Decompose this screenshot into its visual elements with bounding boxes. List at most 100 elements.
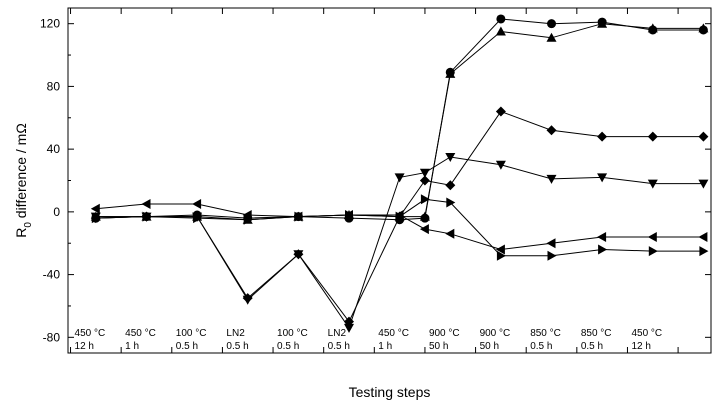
data-point (243, 214, 253, 225)
step-label-layer: 450 °C 12 h 450 °C 1 h 100 °C 0.5 h LN2 0.5 h 10… (75, 328, 663, 352)
step-label-condition: LN2 (226, 328, 245, 339)
data-point (698, 232, 708, 242)
data-point (141, 199, 151, 209)
y-axis-title-main: R (13, 228, 29, 238)
data-point (546, 32, 557, 42)
step-label-duration: 0.5 h (176, 341, 198, 352)
series-circle (91, 14, 708, 225)
data-point (597, 173, 608, 183)
data-point (445, 68, 456, 78)
y-tick-label: 0 (53, 205, 60, 219)
plot-frame (67, 7, 712, 354)
data-point (597, 131, 608, 142)
data-point (598, 244, 608, 255)
y-tick-label: 120 (40, 17, 60, 31)
y-axis-title-rest: difference / mΩ (13, 123, 29, 222)
y-tick-label: 80 (47, 79, 61, 93)
x-axis-title: Testing steps (349, 384, 431, 400)
data-point (597, 232, 607, 242)
step-label-condition: 100 °C (176, 328, 207, 339)
series-triangle-down (90, 153, 709, 333)
data-point (698, 131, 709, 142)
data-point (495, 26, 506, 36)
step-label-duration: 12 h (631, 341, 650, 352)
data-point (395, 211, 405, 222)
step-label-duration: 50 h (429, 341, 448, 352)
data-point (142, 211, 152, 222)
data-point (344, 323, 354, 333)
series-triangle-left (90, 199, 708, 255)
series-line (95, 18, 704, 221)
step-label-condition: 450 °C (75, 328, 106, 339)
data-point (496, 14, 506, 24)
series-line (95, 156, 704, 330)
step-label-condition: 850 °C (581, 328, 612, 339)
step-label-condition: 850 °C (530, 328, 561, 339)
step-label-condition: 900 °C (429, 328, 460, 339)
step-label-condition: 450 °C (125, 328, 156, 339)
data-point (445, 153, 456, 162)
step-label-duration: 0.5 h (328, 341, 350, 352)
data-point (647, 23, 658, 33)
step-label-condition: 100 °C (277, 328, 308, 339)
step-label-duration: 1 h (378, 341, 392, 352)
series-line (95, 23, 704, 221)
data-point (647, 131, 658, 142)
step-label-condition: LN2 (328, 328, 347, 339)
y-tick-label: 40 (47, 142, 61, 156)
data-point (293, 250, 304, 260)
step-label-duration: 50 h (480, 341, 499, 352)
data-point (193, 213, 203, 224)
data-point (242, 210, 252, 220)
data-point (597, 18, 608, 28)
step-label-condition: 450 °C (631, 328, 662, 339)
y-axis-title-subscript: 0 (23, 222, 34, 228)
data-point (419, 211, 430, 221)
data-point (495, 160, 506, 170)
data-point (345, 210, 354, 220)
data-point (419, 224, 429, 235)
series-layer (90, 14, 709, 333)
data-point (698, 179, 709, 189)
series-triangle-right (91, 194, 709, 261)
data-point (419, 175, 430, 186)
data-point (546, 238, 556, 249)
data-point (547, 250, 557, 261)
data-point (242, 295, 253, 305)
series-line (95, 198, 704, 257)
data-point (647, 232, 657, 242)
data-point (294, 211, 304, 222)
data-point (648, 246, 658, 257)
step-label-duration: 0.5 h (277, 341, 299, 352)
data-point (91, 213, 101, 224)
axis-layer: -80 -40 0 40 80 120 (40, 8, 711, 353)
y-tick-label: -40 (43, 268, 61, 282)
data-point (420, 194, 430, 205)
data-point (495, 106, 506, 117)
step-label-condition: 450 °C (378, 328, 409, 339)
y-axis-title: R0 difference / mΩ (13, 123, 34, 238)
step-label-duration: 1 h (125, 341, 139, 352)
step-label-condition: 900 °C (480, 328, 511, 339)
step-label-duration: 0.5 h (226, 341, 248, 352)
data-point (192, 199, 202, 209)
series-triangle-up (90, 18, 709, 224)
step-label-duration: 0.5 h (581, 341, 603, 352)
data-point (698, 23, 709, 33)
data-point (394, 173, 405, 183)
data-point (419, 168, 430, 178)
data-point (546, 125, 557, 136)
series-line (95, 203, 704, 251)
data-point (446, 197, 456, 208)
data-point (699, 246, 709, 257)
data-point (496, 250, 506, 261)
data-point (547, 19, 557, 29)
data-point (90, 203, 100, 214)
data-point (495, 244, 505, 255)
step-label-duration: 12 h (75, 341, 94, 352)
data-point (647, 179, 658, 189)
y-tick-label: -80 (43, 330, 61, 344)
step-label-duration: 0.5 h (530, 341, 552, 352)
data-point (445, 180, 456, 191)
